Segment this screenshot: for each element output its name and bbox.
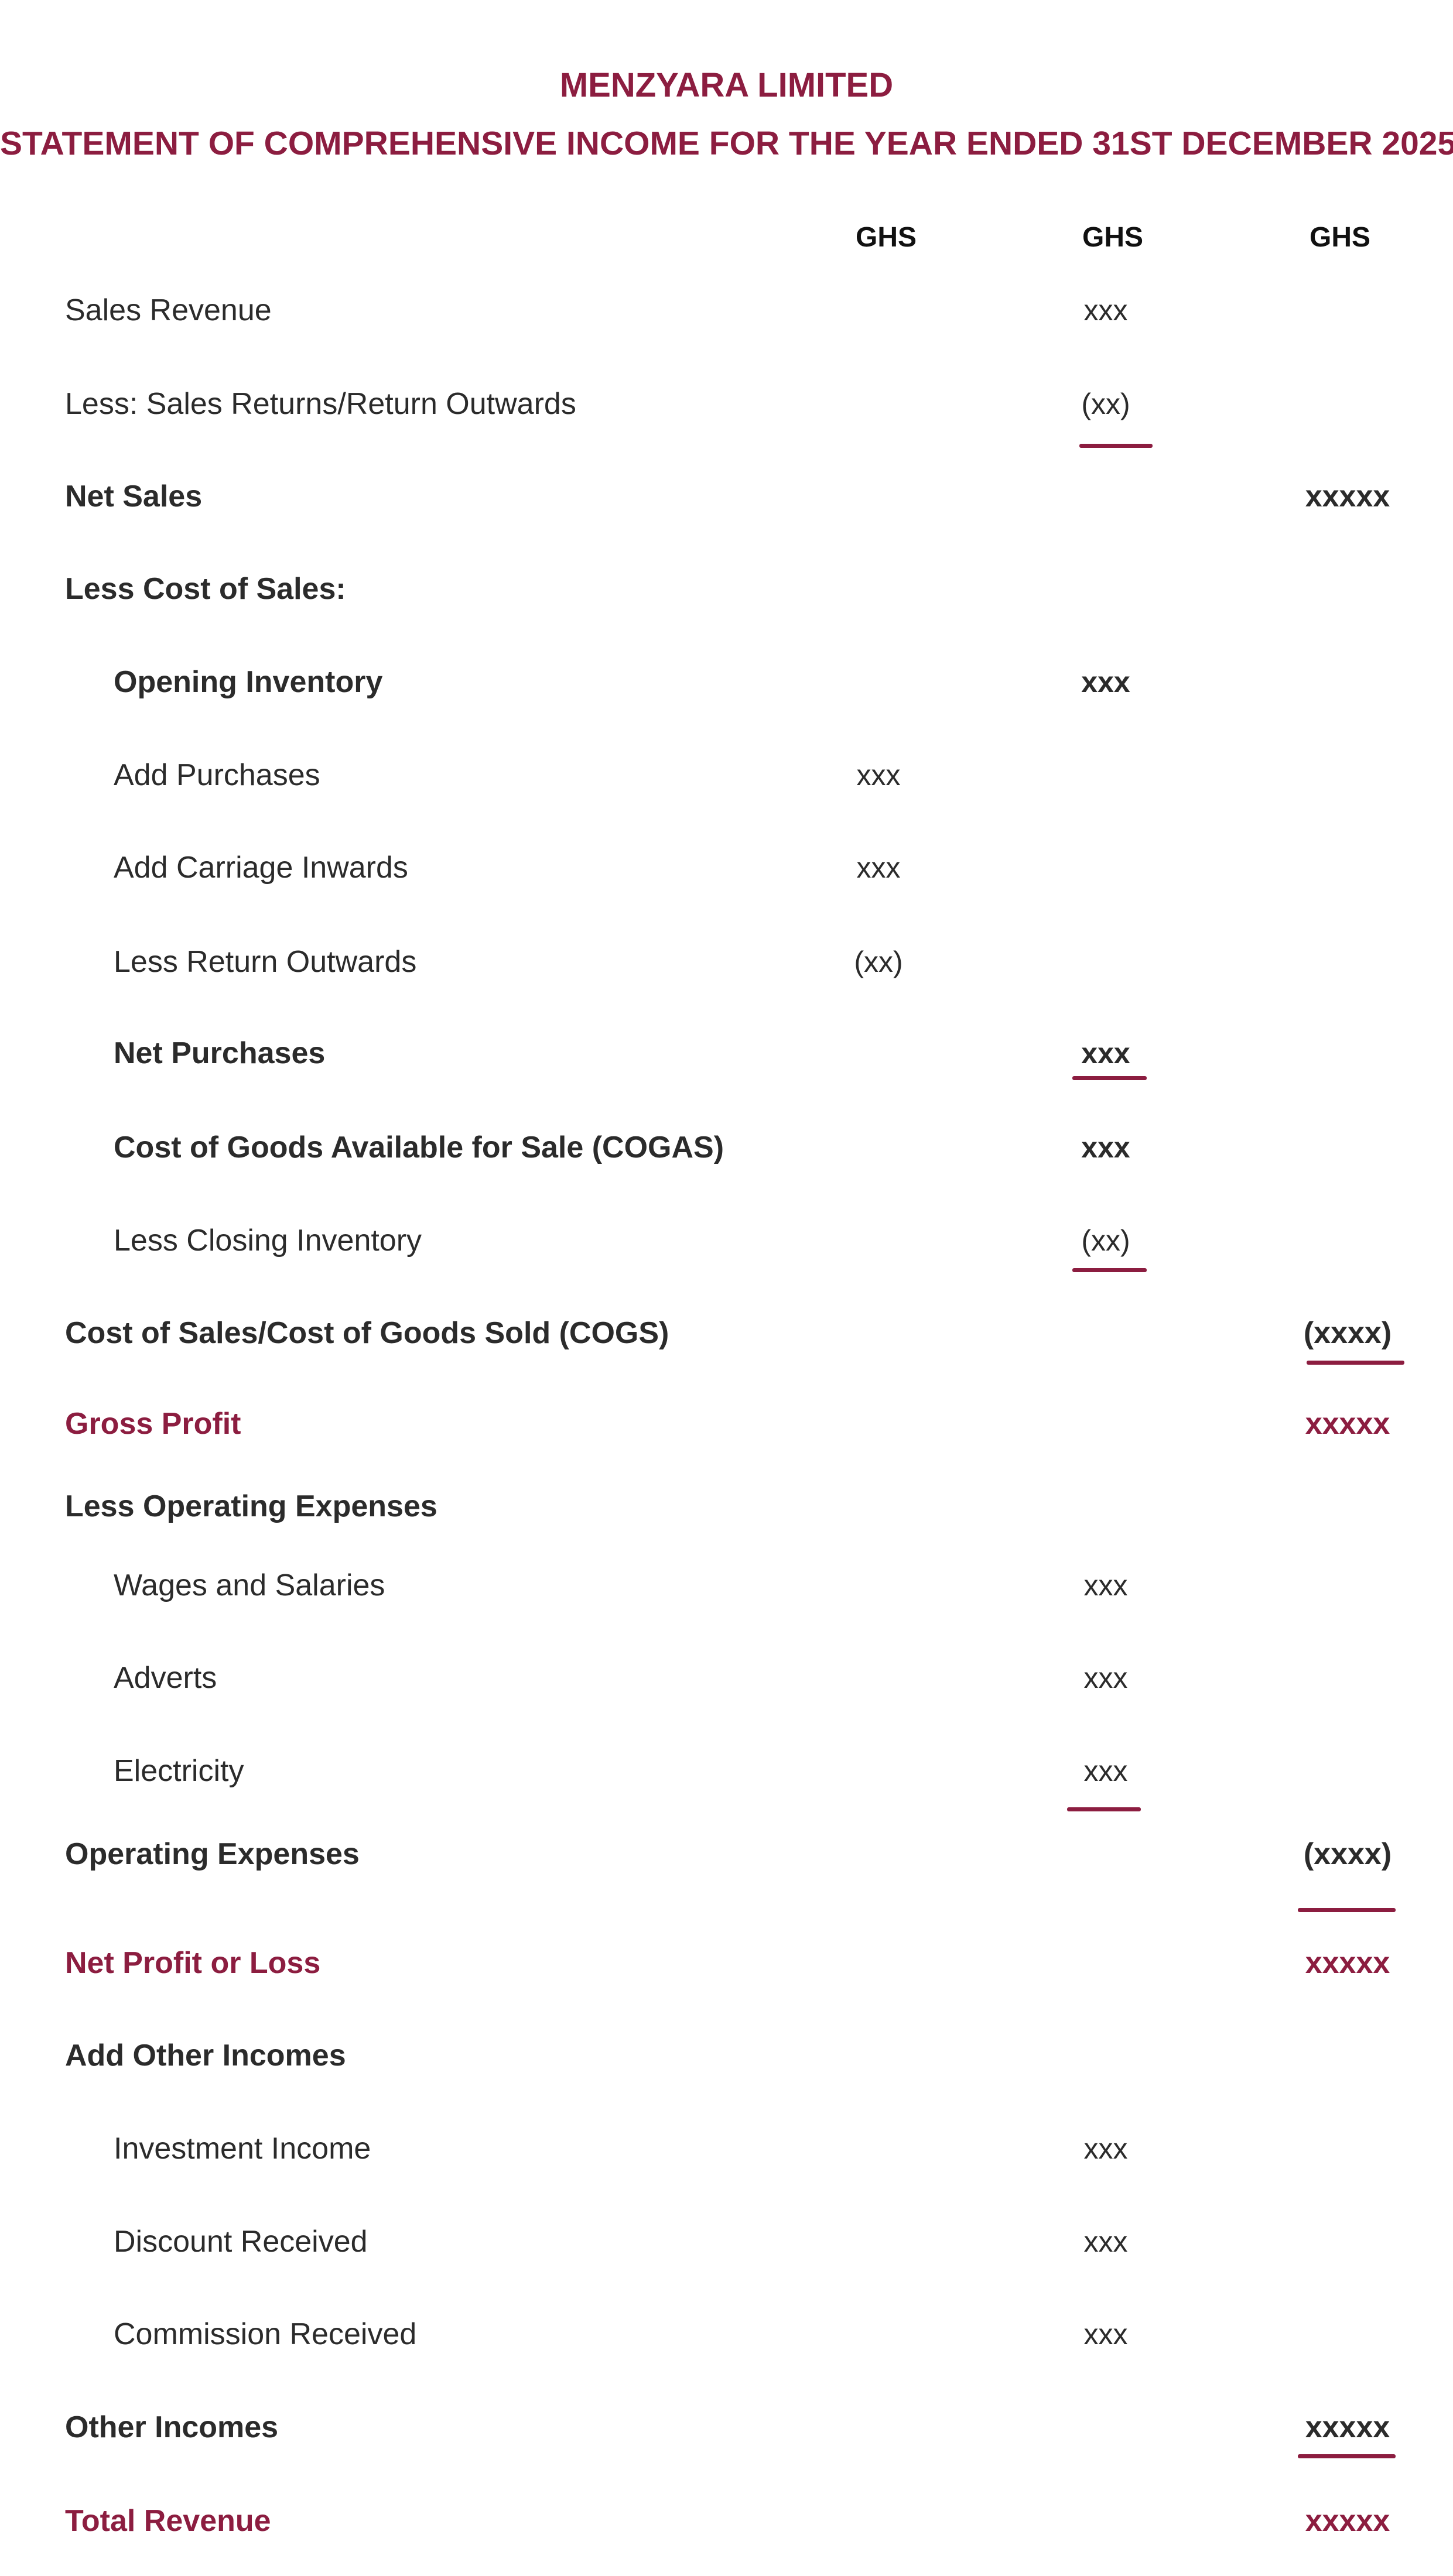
amount-col2: xxx: [1083, 1755, 1128, 1787]
row-label-other-incomes: Other Incomes: [65, 2410, 279, 2444]
row-label-net-profit-or-loss: Net Profit or Loss: [65, 1946, 321, 1980]
statement-row: Operating Expenses (xxxx): [0, 1837, 1453, 1872]
amount-col2: xxx: [1083, 1569, 1128, 1602]
amount-col3: xxxxx: [1305, 479, 1390, 513]
amount-col2: xxx: [1083, 294, 1128, 327]
statement-row: Wages and Salaries xxx: [0, 1568, 1453, 1603]
row-label-operating-expenses: Operating Expenses: [65, 1837, 360, 1871]
statement-row: Electricity xxx: [0, 1753, 1453, 1789]
amount-col3: (xxxx): [1303, 1837, 1392, 1871]
amount-col3: (xxxx): [1303, 1316, 1392, 1350]
amount-col3: xxxxx: [1305, 2410, 1390, 2444]
statement-row: Adverts xxx: [0, 1660, 1453, 1695]
row-label-commission-received: Commission Received: [114, 2317, 417, 2351]
statement-row: Less Closing Inventory (xx): [0, 1223, 1453, 1258]
amount-col3: xxxxx: [1305, 1946, 1390, 1980]
statement-row: Less Return Outwards (xx): [0, 944, 1453, 979]
amount-col1: xxx: [856, 759, 901, 792]
statement-row: Net Sales xxxxx: [0, 479, 1453, 514]
statement-row: Commission Received xxx: [0, 2317, 1453, 2352]
row-label-discount-received: Discount Received: [114, 2225, 368, 2259]
statement-row: Discount Received xxx: [0, 2224, 1453, 2259]
company-title: MENZYARA LIMITED: [559, 66, 894, 104]
amount-col2: xxx: [1081, 1131, 1130, 1164]
statement-row: Less: Sales Returns/Return Outwards (xx): [0, 386, 1453, 422]
row-label-adverts: Adverts: [114, 1661, 217, 1695]
row-label-sales-revenue: Sales Revenue: [65, 293, 272, 327]
row-label-less-cost-of-sales: Less Cost of Sales:: [65, 572, 346, 606]
statement-row: Investment Income xxx: [0, 2131, 1453, 2166]
statement-row: Less Operating Expenses: [0, 1489, 1453, 1524]
statement-row: Net Profit or Loss xxxxx: [0, 1945, 1453, 1981]
row-label-total-revenue: Total Revenue: [65, 2504, 271, 2538]
total-underline: [1072, 1268, 1147, 1272]
row-label-add-purchases: Add Purchases: [114, 758, 320, 792]
row-label-less-operating-expenses: Less Operating Expenses: [65, 1489, 437, 1523]
column-header-3: GHS: [1309, 222, 1370, 253]
row-label-gross-profit: Gross Profit: [65, 1407, 241, 1441]
row-label-cost-of-goods-available-for-sale-cogas: Cost of Goods Available for Sale (COGAS): [114, 1131, 724, 1164]
amount-col1: (xx): [854, 946, 903, 978]
amount-col2: (xx): [1081, 388, 1130, 420]
row-label-electricity: Electricity: [114, 1754, 244, 1788]
row-label-less-closing-inventory: Less Closing Inventory: [114, 1224, 422, 1258]
statement-row: Cost of Goods Available for Sale (COGAS)…: [0, 1130, 1453, 1165]
row-label-cost-of-sales-cost-of-goods-sold-cogs: Cost of Sales/Cost of Goods Sold (COGS): [65, 1316, 669, 1350]
row-label-opening-inventory: Opening Inventory: [114, 665, 383, 699]
statement-row: Add Carriage Inwards xxx: [0, 850, 1453, 885]
total-underline: [1079, 444, 1153, 448]
row-label-add-carriage-inwards: Add Carriage Inwards: [114, 851, 408, 885]
total-underline: [1307, 1361, 1404, 1365]
amount-col1: xxx: [856, 851, 901, 884]
row-label-add-other-incomes: Add Other Incomes: [65, 2039, 346, 2073]
amount-col2: (xx): [1081, 1224, 1130, 1257]
amount-col2: xxx: [1081, 1037, 1130, 1070]
statement-row: Add Other Incomes: [0, 2038, 1453, 2073]
statement-row: Sales Revenue xxx: [0, 293, 1453, 328]
statement-row: Add Purchases xxx: [0, 758, 1453, 793]
row-label-wages-and-salaries: Wages and Salaries: [114, 1568, 385, 1602]
amount-col2: xxx: [1083, 2318, 1128, 2351]
amount-col2: xxx: [1083, 1662, 1128, 1694]
statement-row: Cost of Sales/Cost of Goods Sold (COGS) (…: [0, 1316, 1453, 1351]
column-header-2: GHS: [1082, 222, 1143, 253]
statement-row: Net Purchases xxx: [0, 1036, 1453, 1071]
total-underline: [1298, 2454, 1396, 2458]
statement-row: Opening Inventory xxx: [0, 664, 1453, 700]
row-label-net-purchases: Net Purchases: [114, 1036, 326, 1070]
amount-col2: xxx: [1083, 2225, 1128, 2258]
row-label-less-sales-returns-return-outwards: Less: Sales Returns/Return Outwards: [65, 387, 576, 421]
total-underline: [1067, 1807, 1141, 1811]
amount-col2: xxx: [1081, 666, 1130, 698]
statement-title: STATEMENT OF COMPREHENSIVE INCOME FOR TH…: [0, 125, 1453, 162]
amount-col2: xxx: [1083, 2132, 1128, 2165]
statement-row: Total Revenue xxxxx: [0, 2503, 1453, 2539]
row-label-net-sales: Net Sales: [65, 479, 203, 513]
total-underline: [1072, 1076, 1147, 1080]
total-underline: [1298, 1908, 1396, 1912]
row-label-less-return-outwards: Less Return Outwards: [114, 945, 417, 979]
amount-col3: xxxxx: [1305, 1407, 1390, 1441]
statement-row: Other Incomes xxxxx: [0, 2410, 1453, 2445]
statement-row: Less Cost of Sales:: [0, 571, 1453, 607]
column-header-1: GHS: [855, 222, 917, 253]
amount-col3: xxxxx: [1305, 2504, 1390, 2538]
statement-row: Gross Profit xxxxx: [0, 1406, 1453, 1441]
row-label-investment-income: Investment Income: [114, 2132, 371, 2166]
